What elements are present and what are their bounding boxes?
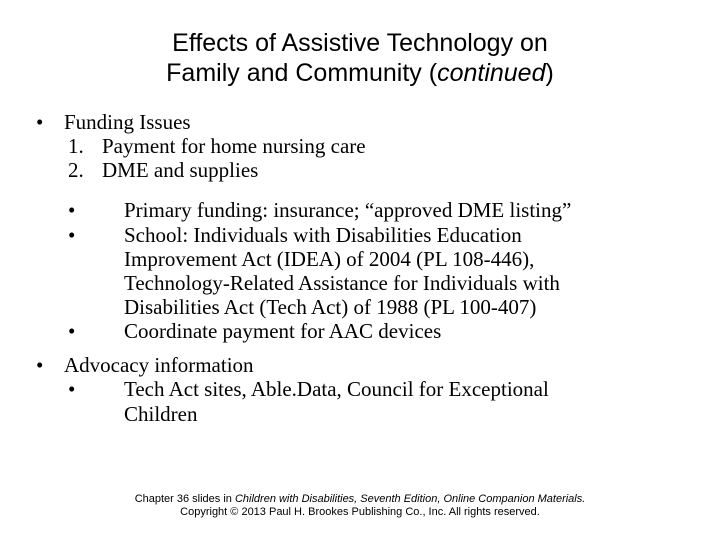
- number-text: Payment for home nursing care: [102, 134, 366, 158]
- slide: Effects of Assistive Technology on Famil…: [0, 0, 720, 540]
- slide-title: Effects of Assistive Technology on Famil…: [90, 28, 630, 88]
- bullet-text: Primary funding: insurance; “approved DM…: [124, 198, 601, 222]
- sub-bullet-coordinate: • Coordinate payment for AAC devices: [30, 319, 690, 343]
- spacer: [30, 343, 690, 353]
- title-line1: Effects of Assistive Technology on: [172, 29, 548, 57]
- number-marker: 1.: [30, 134, 102, 158]
- numbered-item-1: 1. Payment for home nursing care: [30, 134, 690, 158]
- slide-footer: Chapter 36 slides in Children with Disab…: [0, 493, 720, 521]
- footer-line2: Copyright © 2013 Paul H. Brookes Publish…: [180, 506, 540, 518]
- bullet-text: Advocacy information: [64, 353, 254, 377]
- bullet-text: Funding Issues: [64, 110, 191, 134]
- numbered-item-2: 2. DME and supplies: [30, 158, 690, 182]
- title-line2-suffix: ): [546, 59, 554, 87]
- bullet-marker: •: [30, 223, 124, 247]
- bullet-marker: •: [30, 353, 64, 377]
- bullet-text: Coordinate payment for AAC devices: [124, 319, 471, 343]
- bullet-text-cont: Children: [30, 402, 690, 426]
- bullet-text: School: Individuals with Disabilities Ed…: [124, 223, 552, 247]
- sub-bullet-tech-act: • Tech Act sites, Able.Data, Council for…: [30, 377, 690, 401]
- number-marker: 2.: [30, 158, 102, 182]
- footer-line1b: Children with Disabilities, Seventh Edit…: [235, 493, 585, 505]
- bullet-marker: •: [30, 377, 124, 401]
- bullet-text: Tech Act sites, Able.Data, Council for E…: [124, 377, 579, 401]
- bullet-marker: •: [30, 319, 124, 343]
- sub-bullet-primary-funding: • Primary funding: insurance; “approved …: [30, 198, 690, 222]
- bullet-advocacy: • Advocacy information: [30, 353, 690, 377]
- spacer: [30, 182, 690, 198]
- bullet-text-cont: Technology-Related Assistance for Indivi…: [30, 271, 690, 295]
- bullet-marker: •: [30, 198, 124, 222]
- bullet-text-cont: Disabilities Act (Tech Act) of 1988 (PL …: [30, 295, 690, 319]
- sub-bullet-school: • School: Individuals with Disabilities …: [30, 223, 690, 247]
- bullet-funding-issues: • Funding Issues: [30, 110, 690, 134]
- title-line2-prefix: Family and Community (: [166, 59, 437, 87]
- bullet-text-cont: Improvement Act (IDEA) of 2004 (PL 108-4…: [30, 247, 690, 271]
- bullet-marker: •: [30, 110, 64, 134]
- title-line2-italic: continued: [437, 59, 545, 87]
- slide-body: • Funding Issues 1. Payment for home nur…: [30, 110, 690, 426]
- number-text: DME and supplies: [102, 158, 258, 182]
- footer-line1a: Chapter 36 slides in: [135, 493, 235, 505]
